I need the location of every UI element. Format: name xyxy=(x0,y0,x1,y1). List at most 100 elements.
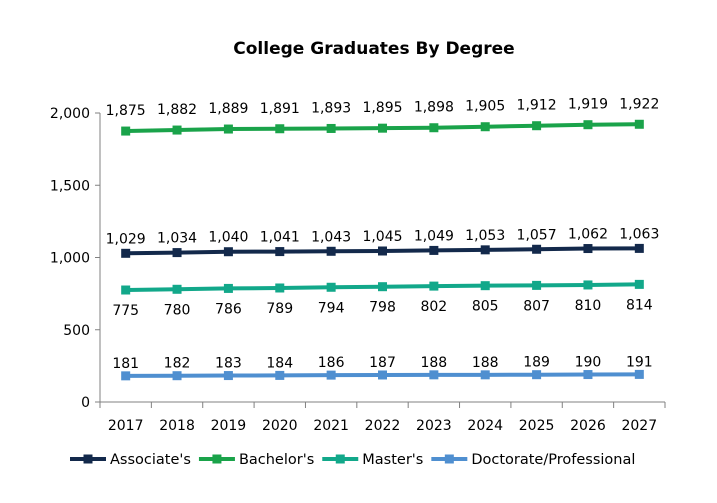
legend-marker xyxy=(212,454,222,464)
data-point xyxy=(532,370,542,380)
data-point xyxy=(275,370,285,380)
data-point xyxy=(583,244,593,254)
data-point xyxy=(583,280,593,290)
data-point xyxy=(223,247,233,257)
data-point xyxy=(429,245,439,255)
legend-item: Associate's xyxy=(70,452,191,468)
data-point xyxy=(378,123,387,133)
data-point xyxy=(480,281,490,291)
x-tick-label: 2026 xyxy=(570,418,606,434)
series-master-s xyxy=(121,279,644,295)
data-point xyxy=(172,371,182,381)
legend-label: Associate's xyxy=(110,452,191,468)
x-tick-label: 2022 xyxy=(365,418,401,434)
data-point xyxy=(172,284,182,294)
legend-label: Master's xyxy=(362,452,423,468)
y-tick-label: 1,500 xyxy=(50,178,90,194)
data-point xyxy=(532,280,542,290)
data-label: 805 xyxy=(472,299,499,315)
data-point xyxy=(326,370,336,380)
legend-item: Doctorate/Professional xyxy=(431,452,635,468)
legend-marker xyxy=(444,454,454,464)
x-tick-label: 2023 xyxy=(416,418,452,434)
data-point xyxy=(429,370,439,380)
data-point xyxy=(378,370,387,380)
data-point xyxy=(223,283,233,293)
data-label: 1,905 xyxy=(465,99,505,115)
data-label: 1,063 xyxy=(619,226,659,242)
series-bachelor-s xyxy=(121,119,644,136)
data-label: 1,057 xyxy=(517,227,557,243)
data-label: 1,893 xyxy=(311,100,351,116)
x-tick-label: 2020 xyxy=(262,418,298,434)
legend-item: Master's xyxy=(322,452,423,468)
data-label: 1,898 xyxy=(414,100,454,116)
data-label: 191 xyxy=(626,354,653,370)
x-tick-label: 2018 xyxy=(159,418,195,434)
data-point xyxy=(223,371,233,381)
data-label: 189 xyxy=(523,355,550,371)
data-point xyxy=(532,244,542,254)
data-point xyxy=(326,246,336,256)
data-label: 184 xyxy=(266,355,293,371)
data-label: 1,034 xyxy=(157,231,197,247)
data-point xyxy=(326,282,336,292)
data-label: 802 xyxy=(420,299,447,315)
data-point xyxy=(583,370,593,380)
data-point xyxy=(121,285,131,295)
data-point xyxy=(429,123,439,133)
data-label: 807 xyxy=(523,298,550,314)
x-tick-label: 2019 xyxy=(211,418,247,434)
data-point xyxy=(172,125,182,135)
data-label: 1,062 xyxy=(568,227,608,243)
data-point xyxy=(378,246,387,256)
data-label: 188 xyxy=(472,355,499,371)
data-label: 181 xyxy=(112,356,139,372)
data-point xyxy=(275,247,285,257)
data-label: 187 xyxy=(369,355,396,371)
data-label: 1,882 xyxy=(157,102,197,118)
legend-marker xyxy=(83,454,93,464)
data-point xyxy=(121,126,131,136)
y-tick-label: 1,000 xyxy=(50,251,90,267)
data-point xyxy=(275,283,285,293)
data-point xyxy=(223,124,233,134)
data-point xyxy=(326,123,336,133)
x-tick-label: 2025 xyxy=(519,418,555,434)
data-label: 810 xyxy=(575,298,602,314)
data-label: 182 xyxy=(164,356,191,372)
data-label: 780 xyxy=(164,302,191,318)
x-tick-label: 2027 xyxy=(621,418,657,434)
x-tick-label: 2017 xyxy=(108,418,144,434)
data-point xyxy=(634,279,644,289)
y-tick-label: 2,000 xyxy=(50,106,90,122)
data-label: 786 xyxy=(215,301,242,317)
legend: Associate's Bachelor's Master's Doctorate/P… xyxy=(70,452,635,468)
data-point xyxy=(429,281,439,291)
data-point xyxy=(480,370,490,380)
data-label: 186 xyxy=(318,355,345,371)
legend-marker xyxy=(335,454,345,464)
data-label: 1,029 xyxy=(106,231,146,247)
data-label: 183 xyxy=(215,356,242,372)
data-label: 1,053 xyxy=(465,228,505,244)
legend-label: Doctorate/Professional xyxy=(471,452,635,468)
data-point xyxy=(634,369,644,379)
data-point xyxy=(378,282,387,292)
data-label: 798 xyxy=(369,300,396,316)
series-layer xyxy=(121,119,644,381)
data-point xyxy=(121,248,131,258)
data-point xyxy=(634,243,644,253)
data-labels: 1,029 1,034 1,040 1,041 1,043 1,045 1,049 1,053… xyxy=(106,96,660,372)
data-label: 1,875 xyxy=(106,103,146,119)
data-point xyxy=(532,121,542,131)
data-label: 814 xyxy=(626,297,653,313)
data-label: 1,912 xyxy=(517,98,557,114)
data-point xyxy=(480,245,490,255)
legend-item: Bachelor's xyxy=(198,452,314,468)
data-point xyxy=(172,248,182,258)
axes: 0 500 1,000 1,500 2,000 2017 2018 2019 2020 2021 2… xyxy=(50,106,666,434)
data-point xyxy=(275,124,285,134)
data-label: 1,045 xyxy=(362,229,402,245)
